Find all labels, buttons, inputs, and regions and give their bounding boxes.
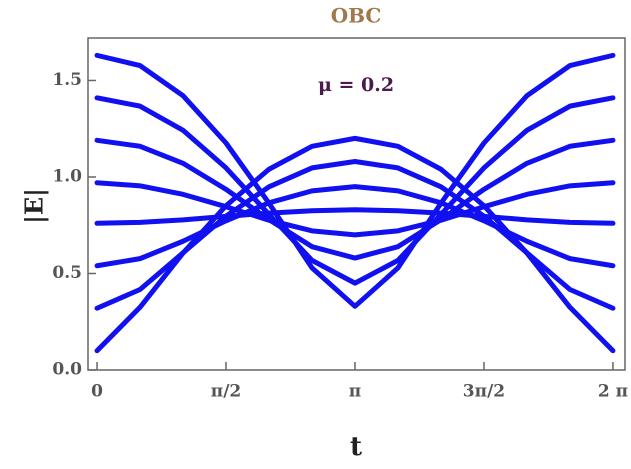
x-axis-label: t xyxy=(350,432,362,462)
y-tick-label: 0.0 xyxy=(52,360,82,380)
y-tick-label: 1.5 xyxy=(52,70,82,90)
spectrum-line xyxy=(94,159,616,311)
y-tick-label: 0.5 xyxy=(52,263,82,283)
x-tick-label: π xyxy=(349,382,361,402)
y-tick-label: 1.0 xyxy=(52,166,82,186)
chart-title: OBC xyxy=(331,4,382,28)
annotation: μ = 0.2 xyxy=(318,74,394,96)
x-tick-label: 0 xyxy=(91,382,103,402)
spectrum-line xyxy=(94,180,616,238)
y-axis-label: |E| xyxy=(20,188,49,224)
spectrum-line xyxy=(94,207,616,226)
x-tick-label: 3π/2 xyxy=(463,382,505,402)
plot-frame xyxy=(87,37,626,371)
spectrum-line xyxy=(94,95,616,286)
x-tick-label: 2 π xyxy=(598,382,628,402)
spectrum-line xyxy=(94,52,616,309)
x-tick-label: π/2 xyxy=(211,382,241,402)
spectrum-line xyxy=(94,137,616,261)
spectrum-line xyxy=(94,184,616,269)
